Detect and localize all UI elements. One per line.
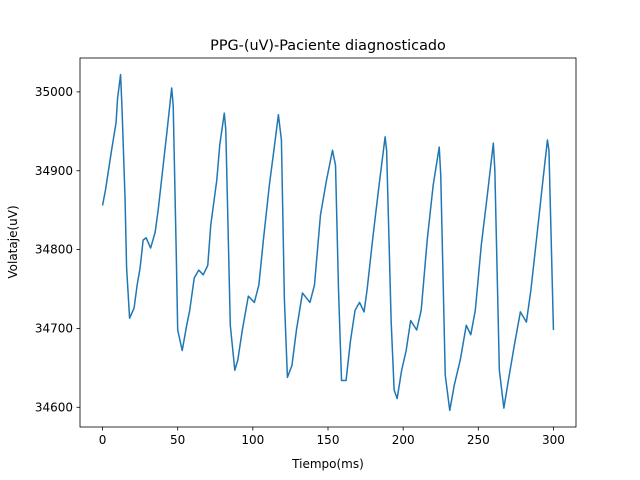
x-tick-label: 150	[317, 433, 340, 447]
x-tick-label: 250	[467, 433, 490, 447]
y-tick-label: 35000	[35, 85, 73, 99]
y-tick-label: 34800	[35, 243, 73, 257]
y-axis-label: Volataje(uV)	[6, 205, 20, 278]
x-tick-label: 200	[392, 433, 415, 447]
y-tick-label: 34600	[35, 400, 73, 414]
x-axis-label: Tiempo(ms)	[291, 457, 364, 471]
x-tick-label: 50	[170, 433, 185, 447]
plot-frame	[79, 57, 577, 428]
x-tick-label: 0	[99, 433, 107, 447]
y-tick-label: 34900	[35, 164, 73, 178]
line	[101, 73, 555, 412]
y-tick-label: 34700	[35, 321, 73, 335]
x-tick-label: 100	[241, 433, 264, 447]
chart-title: PPG-(uV)-Paciente diagnosticado	[210, 38, 446, 54]
x-tick-label: 300	[542, 433, 565, 447]
